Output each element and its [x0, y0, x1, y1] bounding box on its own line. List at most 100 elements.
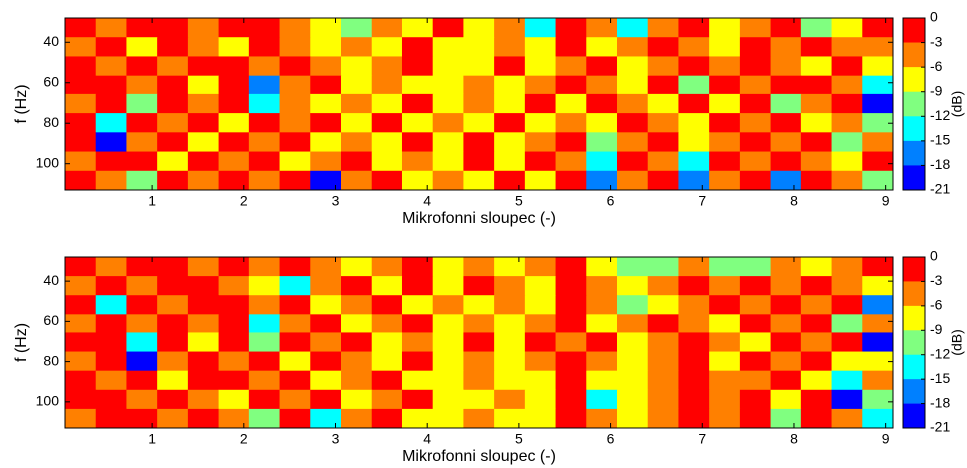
heatmap-cell [126, 332, 158, 353]
x-tick-label: 8 [790, 431, 798, 447]
heatmap-cell [157, 151, 189, 172]
heatmap-cell [157, 408, 189, 429]
heatmap-cell [709, 276, 741, 296]
y-tick-label: 100 [36, 154, 60, 170]
heatmap-cell [647, 351, 679, 372]
heatmap-cell [157, 18, 189, 38]
colorbar-segment [903, 140, 925, 166]
heatmap-cell [126, 276, 158, 296]
heatmap-cell [586, 408, 618, 429]
heatmap-cell [218, 276, 250, 296]
heatmap-cell [586, 276, 618, 296]
axes-frame [64, 17, 894, 191]
heatmap-cell [126, 93, 158, 114]
heatmap-cell [586, 295, 618, 315]
heatmap-cell [494, 314, 526, 333]
heatmap-cell [524, 408, 557, 429]
heatmap-cell [341, 93, 373, 114]
heatmap-cell [647, 295, 679, 315]
heatmap-cell [371, 75, 403, 95]
heatmap-cell [800, 151, 833, 172]
y-tick-label: 80 [43, 114, 59, 130]
heatmap-cell [341, 170, 373, 191]
heatmap-cell [65, 113, 97, 133]
heatmap-cell [831, 351, 863, 372]
heatmap-cell [126, 351, 158, 372]
heatmap-cell [218, 170, 250, 191]
heatmap-cell [341, 132, 373, 153]
heatmap-cell [862, 257, 894, 277]
heatmap-cell [494, 37, 526, 57]
heatmap-cell [65, 151, 97, 172]
heatmap-cell [862, 93, 894, 114]
heatmap-cell [401, 37, 434, 57]
heatmap-cell [187, 295, 220, 315]
heatmap-cell [401, 351, 434, 372]
heatmap-cell [248, 257, 281, 277]
heatmap-cell [279, 37, 311, 57]
heatmap-cell [248, 276, 281, 296]
heatmap-cell [617, 389, 649, 410]
heatmap-cell [187, 113, 220, 133]
heatmap-cell [432, 408, 464, 429]
colorbar-segment [903, 305, 925, 331]
heatmap-cell [401, 276, 434, 296]
heatmap-cell [617, 18, 649, 38]
heatmap-cell [95, 257, 127, 277]
heatmap-cell [401, 408, 434, 429]
heatmap-cell [831, 257, 863, 277]
heatmap-cell [617, 257, 649, 277]
heatmap-cell [709, 37, 741, 57]
heatmap-cell [157, 56, 189, 77]
heatmap-cell [371, 276, 403, 296]
heatmap-cell [647, 314, 679, 333]
heatmap-cell [279, 389, 311, 410]
heatmap-cell [831, 314, 863, 333]
colorbar-segment [903, 354, 925, 380]
heatmap-cell [586, 170, 618, 191]
x-tick-label: 7 [698, 431, 706, 447]
heatmap-cell [432, 170, 464, 191]
colorbar-frame [902, 256, 926, 429]
heatmap-cell [617, 113, 649, 133]
colorbar-label: (dB) [949, 329, 965, 355]
heatmap-cell [586, 351, 618, 372]
heatmap-cell [800, 257, 833, 277]
heatmap-cell [524, 75, 557, 95]
colorbar-tick-label: -21 [930, 181, 950, 197]
heatmap-cell [310, 75, 342, 95]
heatmap-cell [65, 332, 97, 353]
heatmap-cell [678, 151, 710, 172]
heatmap-cell [371, 93, 403, 114]
heatmap-cell [126, 295, 158, 315]
heatmap-cell [494, 93, 526, 114]
heatmap-cell [157, 113, 189, 133]
heatmap-cell [555, 93, 587, 114]
heatmap-cell [647, 276, 679, 296]
heatmap-cell [770, 408, 802, 429]
colorbar-frame [902, 17, 926, 191]
heatmap-cell [187, 151, 220, 172]
heatmap-cell [647, 18, 679, 38]
heatmap-cell [95, 132, 127, 153]
heatmap-cell [401, 314, 434, 333]
heatmap-cell [862, 113, 894, 133]
x-tick-label: 6 [607, 431, 615, 447]
heatmap-cell [617, 276, 649, 296]
heatmap-cell [678, 314, 710, 333]
heatmap-cell [678, 56, 710, 77]
heatmap-cell [310, 314, 342, 333]
y-tick-label: 80 [43, 352, 59, 368]
heatmap-cell [432, 75, 464, 95]
heatmap-cell [617, 314, 649, 333]
heatmap-cell [709, 151, 741, 172]
heatmap-cell [248, 93, 281, 114]
heatmap-cell [248, 408, 281, 429]
heatmap-cell [831, 151, 863, 172]
heatmap-cell [524, 113, 557, 133]
heatmap-cell [432, 257, 464, 277]
colorbar-tick-label: 0 [930, 9, 938, 25]
y-tick-label: 60 [43, 73, 59, 89]
heatmap-cell [463, 295, 495, 315]
